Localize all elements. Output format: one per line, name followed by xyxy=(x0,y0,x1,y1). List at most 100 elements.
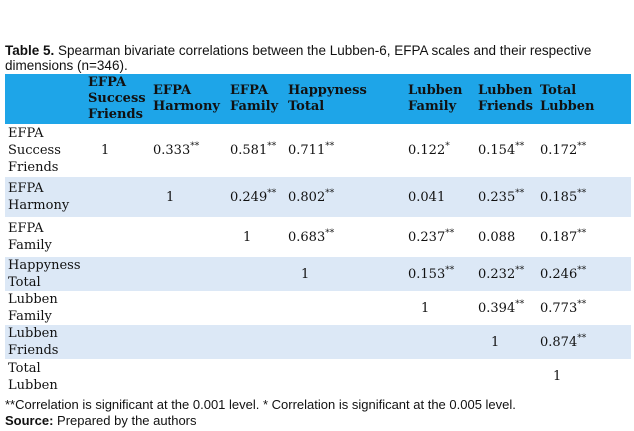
table-cell: 1 xyxy=(475,325,537,359)
header-cell: Lubben Friends xyxy=(475,74,537,124)
significance-mark: ** xyxy=(577,333,587,344)
cell-value: 0.333 xyxy=(153,143,191,158)
table-cell xyxy=(150,217,227,257)
cell-value: 1 xyxy=(301,266,310,282)
row-label: Happyness Total xyxy=(5,257,85,291)
table-cell: 0.394** xyxy=(475,291,537,325)
table-body: EFPA Success Friends 1 0.333** 0.581** 0.711… xyxy=(5,124,631,394)
header-cell: Total Lubben xyxy=(537,74,631,124)
significance-mark: ** xyxy=(325,141,335,152)
table-row: Lubben Family 1 0.394** 0.773** xyxy=(5,291,631,325)
table-cell xyxy=(85,217,150,257)
table-cell xyxy=(227,359,285,394)
source: Source: Prepared by the authors xyxy=(5,413,631,429)
cell-value: 1 xyxy=(101,143,110,158)
table-cell: 0.711** xyxy=(285,124,405,177)
table-cell: 1 xyxy=(85,124,150,177)
significance-mark: ** xyxy=(577,299,587,310)
table-row: Happyness Total 1 0.153** 0.232** 0.246** xyxy=(5,257,631,291)
cell-value: 0.394 xyxy=(478,300,516,316)
table-cell: 0.235** xyxy=(475,177,537,217)
cell-value: 0.249 xyxy=(230,189,268,205)
table-cell: 1 xyxy=(537,359,631,394)
header-cell: EFPA Harmony xyxy=(150,74,227,124)
table-cell: 0.153** xyxy=(405,257,475,291)
table-cell: 0.041 xyxy=(405,177,475,217)
table-row: EFPA Harmony 1 0.249** 0.802** 0.041 0.235** 0… xyxy=(5,177,631,217)
table-row: Total Lubben 1 xyxy=(5,359,631,394)
cell-value: 1 xyxy=(553,369,562,384)
table-cell: 0.802** xyxy=(285,177,405,217)
cell-value: 1 xyxy=(491,334,500,350)
significance-mark: ** xyxy=(515,141,525,152)
cell-value: 0.088 xyxy=(478,229,516,245)
table-cell xyxy=(150,325,227,359)
source-text: Prepared by the authors xyxy=(57,413,197,428)
table-cell xyxy=(85,257,150,291)
table-cell: 0.333** xyxy=(150,124,227,177)
table-cell: 1 xyxy=(405,291,475,325)
table-cell: 0.581** xyxy=(227,124,285,177)
cell-value: 0.683 xyxy=(288,229,326,245)
caption-label: Table 5. xyxy=(5,43,55,58)
row-label: EFPA Harmony xyxy=(5,177,85,217)
table-row: EFPA Family 1 0.683** 0.237** 0.088 0.187** xyxy=(5,217,631,257)
table-cell: 0.232** xyxy=(475,257,537,291)
cell-value: 0.802 xyxy=(288,189,326,205)
table-cell xyxy=(285,291,405,325)
cell-value: 0.187 xyxy=(540,229,578,245)
table-cell: 0.246** xyxy=(537,257,631,291)
table-cell: 0.172** xyxy=(537,124,631,177)
significance-mark: ** xyxy=(577,228,587,239)
cell-value: 0.581 xyxy=(230,143,268,158)
table-cell: 1 xyxy=(150,177,227,217)
table-cell: 0.874** xyxy=(537,325,631,359)
table-cell: 0.154** xyxy=(475,124,537,177)
cell-value: 1 xyxy=(166,189,175,205)
significance-mark: ** xyxy=(515,299,525,310)
significance-mark: ** xyxy=(325,228,335,239)
significance-mark: ** xyxy=(577,188,587,199)
table-row: EFPA Success Friends 1 0.333** 0.581** 0.711… xyxy=(5,124,631,177)
table-cell xyxy=(405,325,475,359)
cell-value: 1 xyxy=(421,300,430,316)
significance-mark: ** xyxy=(325,188,335,199)
cell-value: 0.711 xyxy=(288,143,326,158)
cell-value: 0.154 xyxy=(478,143,516,158)
table-cell: 1 xyxy=(285,257,405,291)
caption-text: Spearman bivariate correlations between … xyxy=(5,43,592,73)
row-label: Lubben Friends xyxy=(5,325,85,359)
row-label: Total Lubben xyxy=(8,360,58,393)
table-cell: 1 xyxy=(227,217,285,257)
cell-value: 1 xyxy=(243,229,252,245)
table-cell: 0.237** xyxy=(405,217,475,257)
row-label: EFPA Family xyxy=(8,221,52,253)
significance-mark: ** xyxy=(515,188,525,199)
header-cell: Happyness Total xyxy=(285,74,405,124)
significance-mark: ** xyxy=(267,188,277,199)
significance-mark: * xyxy=(445,141,450,152)
significance-mark: ** xyxy=(190,141,200,152)
table-cell xyxy=(475,359,537,394)
cell-value: 0.232 xyxy=(478,266,516,282)
header-cell: EFPA Success Friends xyxy=(85,74,150,124)
cell-value: 0.237 xyxy=(408,229,446,245)
cell-value: 0.773 xyxy=(540,300,578,316)
footnote: **Correlation is significant at the 0.00… xyxy=(5,397,516,412)
cell-value: 0.874 xyxy=(540,334,578,350)
header-row: EFPA Success Friends EFPA Harmony EFPA Fam… xyxy=(5,74,631,124)
table-cell xyxy=(285,359,405,394)
significance-mark: ** xyxy=(267,141,277,152)
table-cell xyxy=(285,325,405,359)
table-cell xyxy=(150,291,227,325)
table-cell xyxy=(85,177,150,217)
table-cell xyxy=(227,325,285,359)
significance-mark: ** xyxy=(515,265,525,276)
significance-mark: ** xyxy=(445,265,455,276)
table-cell xyxy=(150,359,227,394)
cell-value: 0.122 xyxy=(408,143,446,158)
table-cell: 0.683** xyxy=(285,217,405,257)
table-cell: 0.773** xyxy=(537,291,631,325)
table-cell: 0.187** xyxy=(537,217,631,257)
